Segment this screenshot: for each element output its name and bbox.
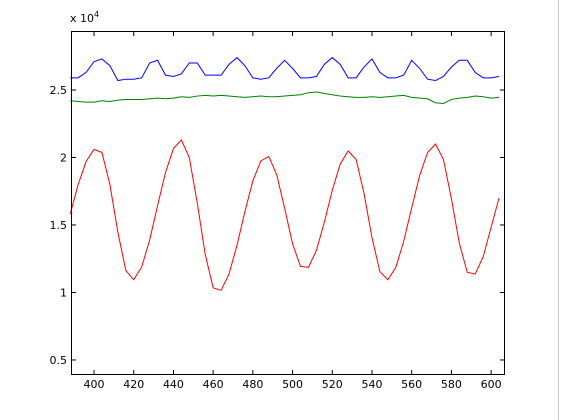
x-tick-label: 480 — [242, 378, 263, 391]
y-tick-label: 1.5 — [50, 219, 68, 232]
data-line — [70, 56, 500, 82]
x-tick-label: 440 — [163, 378, 184, 391]
x-tick-label: 580 — [441, 378, 462, 391]
x-tick-label: 460 — [203, 378, 224, 391]
x-tick-label: 400 — [84, 378, 105, 391]
y-scale-base: x 10 — [70, 12, 94, 25]
data-line — [69, 139, 500, 291]
y-tick-label: 2.5 — [50, 84, 68, 97]
y-scale-exponent: 4 — [94, 10, 99, 19]
x-tick-label: 540 — [361, 378, 382, 391]
x-tick-label: 500 — [282, 378, 303, 391]
x-tick-label: 560 — [401, 378, 422, 391]
y-tick-label: 1 — [60, 286, 67, 299]
y-tick-label: 0.5 — [50, 354, 68, 367]
axes-box — [71, 31, 505, 375]
y-scale-label: x 104 — [70, 10, 99, 25]
data-line — [70, 91, 500, 105]
x-tick-label: 600 — [481, 378, 502, 391]
y-tick-label: 2 — [60, 151, 67, 164]
x-tick-label: 420 — [123, 378, 144, 391]
x-tick-label: 520 — [322, 378, 343, 391]
